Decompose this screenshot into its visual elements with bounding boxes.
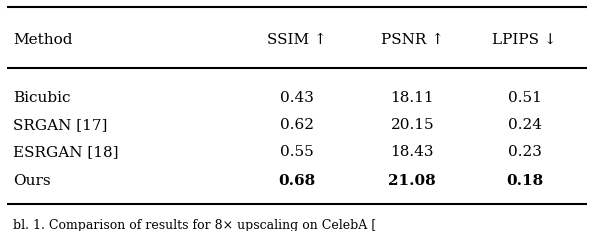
Text: 21.08: 21.08 (388, 173, 436, 187)
Text: 0.68: 0.68 (279, 173, 315, 187)
Text: Ours: Ours (13, 173, 51, 187)
Text: Bicubic: Bicubic (13, 90, 71, 104)
Text: 18.11: 18.11 (390, 90, 434, 104)
Text: LPIPS ↓: LPIPS ↓ (492, 33, 557, 46)
Text: PSNR ↑: PSNR ↑ (381, 33, 444, 46)
Text: Method: Method (13, 33, 72, 46)
Text: 0.43: 0.43 (280, 90, 314, 104)
Text: 0.62: 0.62 (280, 117, 314, 131)
Text: SSIM ↑: SSIM ↑ (267, 33, 327, 46)
Text: 18.43: 18.43 (390, 144, 434, 158)
Text: ESRGAN [18]: ESRGAN [18] (13, 144, 119, 158)
Text: 0.55: 0.55 (280, 144, 314, 158)
Text: 20.15: 20.15 (390, 117, 434, 131)
Text: 0.51: 0.51 (508, 90, 542, 104)
Text: 0.23: 0.23 (508, 144, 542, 158)
Text: bl. 1. Comparison of results for 8× upscaling on CelebA [: bl. 1. Comparison of results for 8× upsc… (13, 218, 377, 231)
Text: 0.18: 0.18 (506, 173, 544, 187)
Text: SRGAN [17]: SRGAN [17] (13, 117, 108, 131)
Text: 0.24: 0.24 (508, 117, 542, 131)
